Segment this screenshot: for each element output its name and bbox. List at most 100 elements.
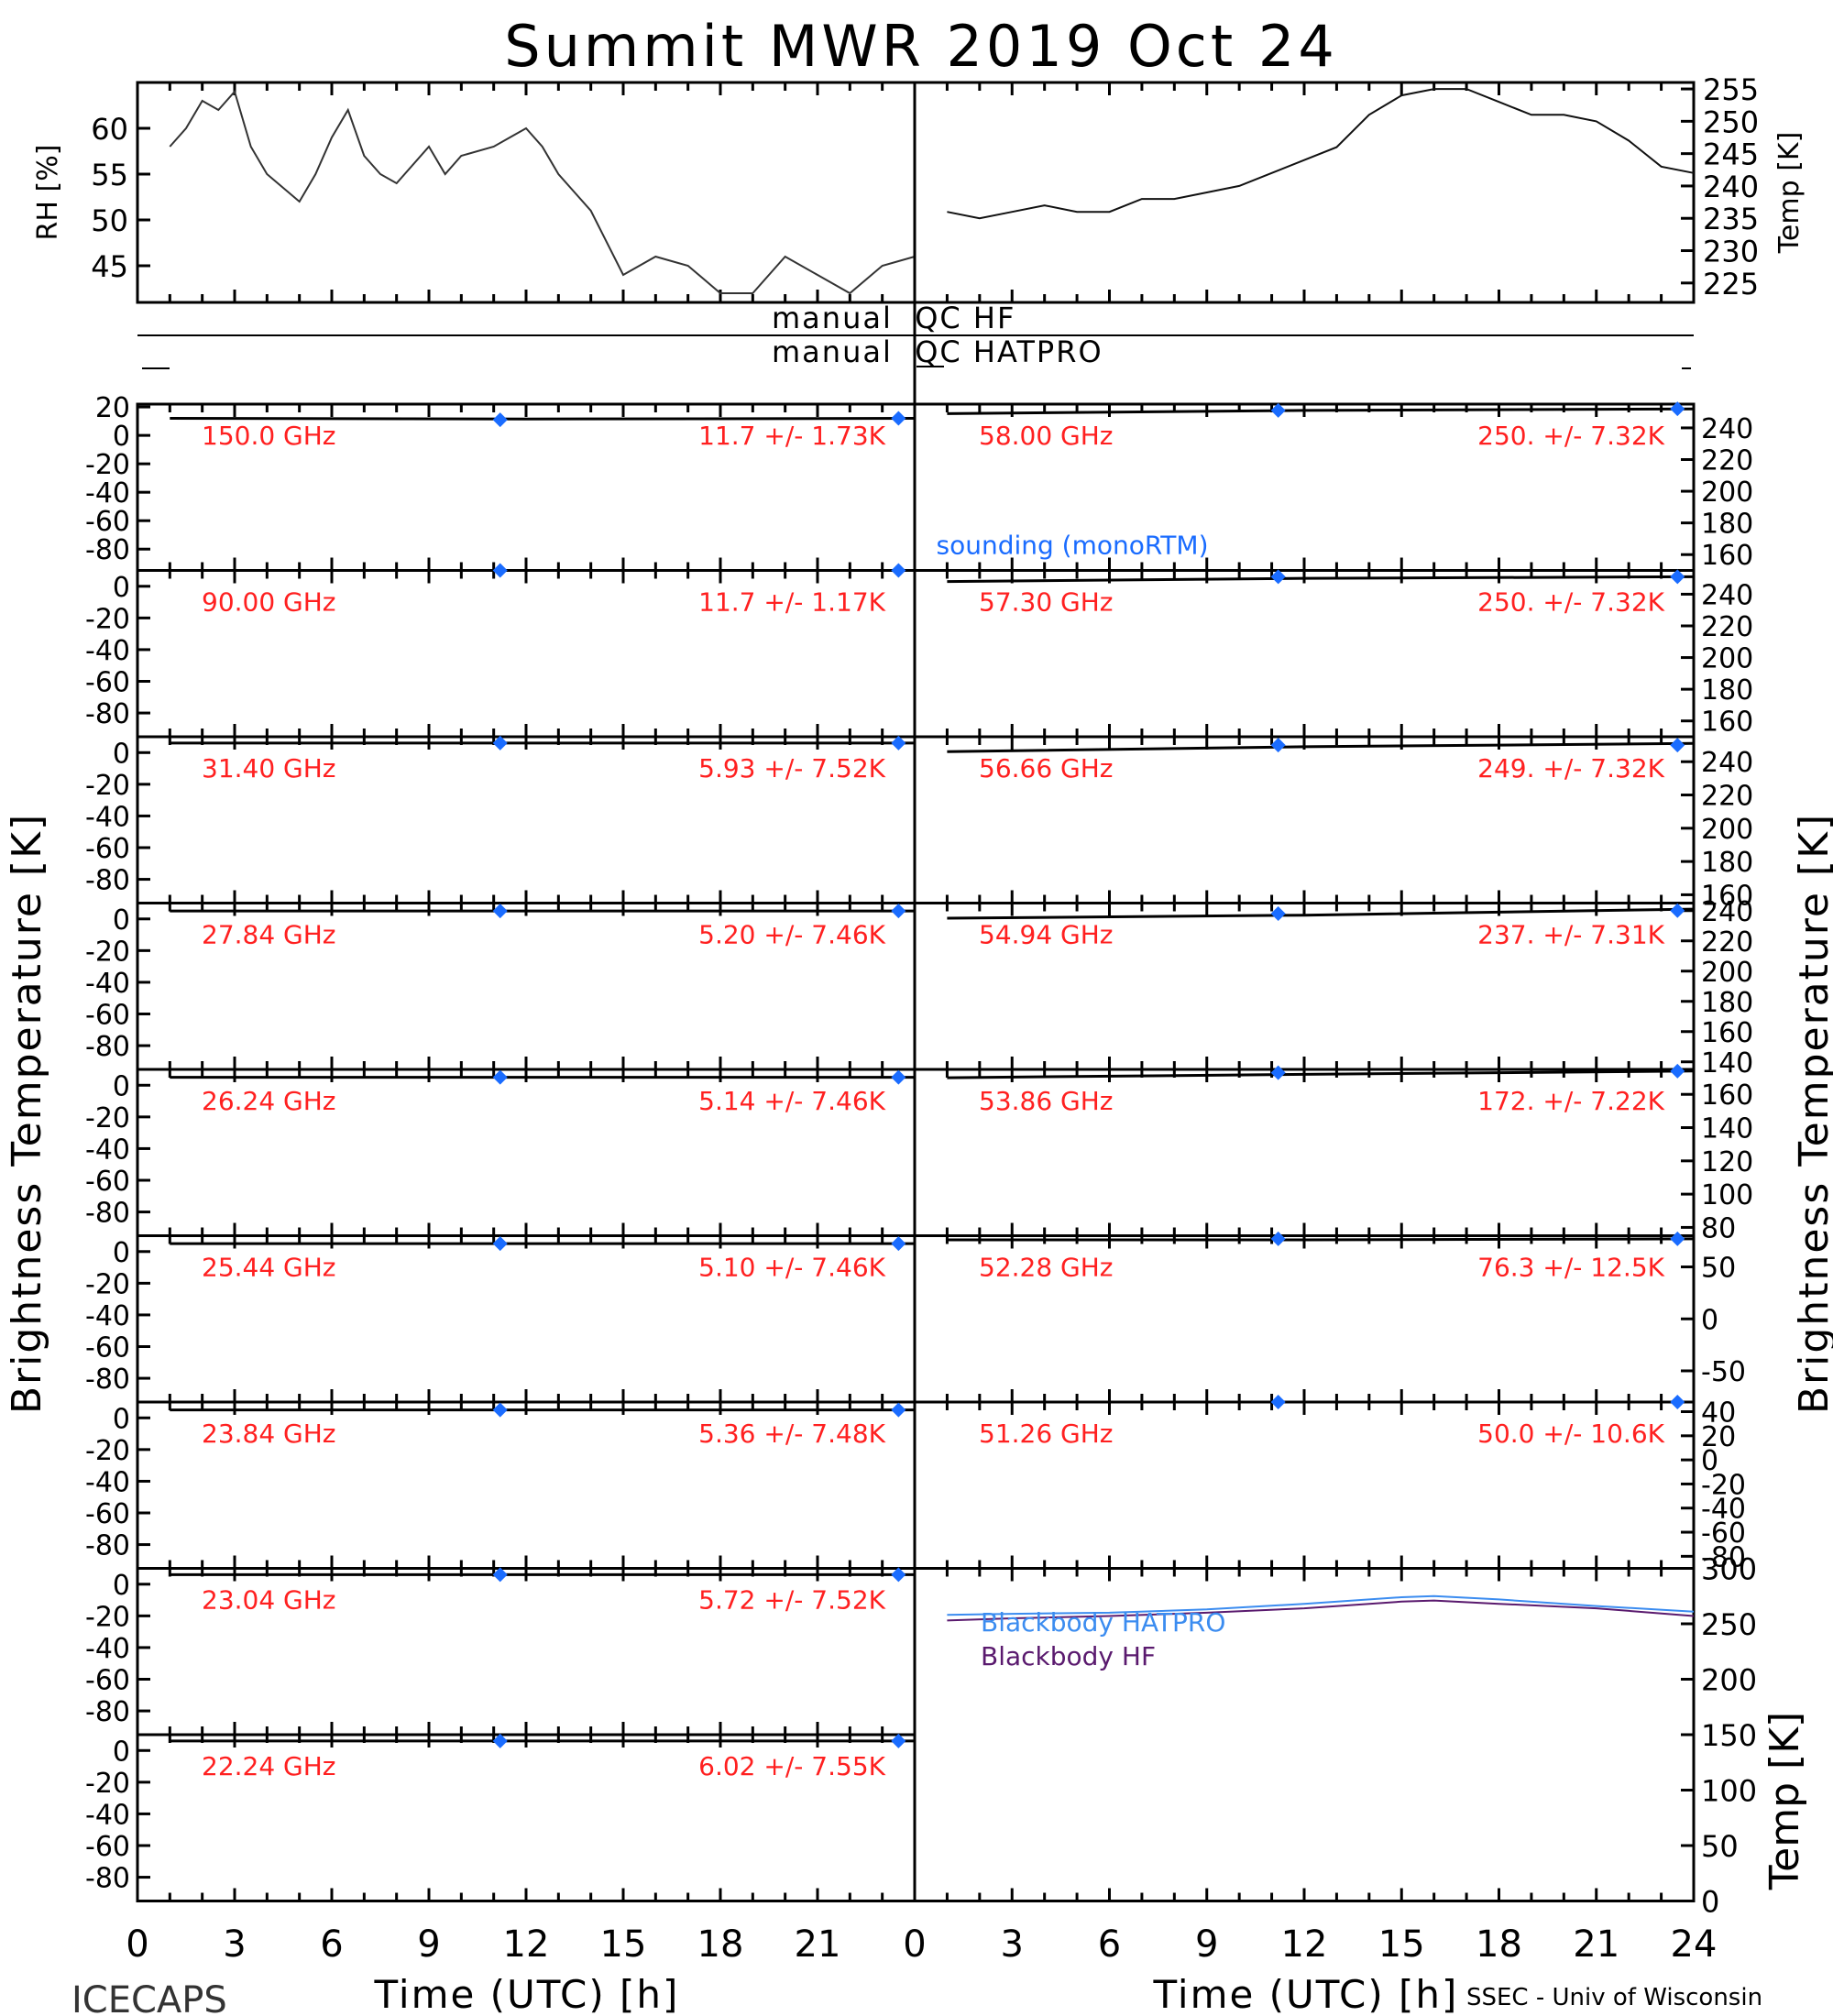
sounding-marker [492, 1567, 508, 1583]
y-tick-label: 100 [1701, 1774, 1757, 1809]
y-tick-label: 255 [1703, 72, 1759, 107]
channel-panel-25-44: 0-20-40-60-80 25.44 GHz 5.10 +/- 7.46K [85, 1234, 916, 1404]
y-tick-label: -40 [85, 801, 130, 833]
sounding-marker [891, 563, 906, 578]
y-tick-label: -60 [85, 667, 130, 699]
x-tick-label: 9 [1195, 1923, 1218, 1966]
channel-panel-150-0: 200-20-40-60-80 150.0 GHz 11.7 +/- 1.73K [85, 392, 916, 572]
x-tick-label: 0 [903, 1923, 926, 1966]
channel-stat-label: 5.93 +/- 7.52K [698, 753, 885, 783]
sounding-marker [1270, 906, 1286, 922]
channel-stat-label: 5.10 +/- 7.46K [698, 1253, 885, 1283]
legend-hf: Blackbody HF [981, 1641, 1156, 1671]
y-tick-label: 20 [1701, 1421, 1736, 1453]
y-tick-label: -20 [85, 1268, 130, 1300]
x-tick-label: 6 [320, 1923, 343, 1966]
x-tick-label: 0 [126, 1923, 148, 1966]
blackbody-hatpro-line [947, 1594, 1695, 1616]
channel-stat-label: 11.7 +/- 1.17K [698, 587, 885, 618]
channel-frequency-label: 150.0 GHz [202, 421, 336, 451]
y-tick-label: 140 [1701, 1113, 1753, 1145]
y-tick-label: -60 [85, 506, 130, 538]
rh-panel: 45 50 55 60 RH [%] [32, 81, 916, 304]
sounding-marker [492, 1069, 508, 1085]
y-tick-label: 0 [113, 572, 130, 604]
channel-frequency-label: 26.24 GHz [202, 1086, 336, 1116]
y-tick-label: 45 [91, 249, 128, 284]
y-tick-label: 240 [1701, 413, 1753, 445]
sounding-marker [891, 1733, 906, 1748]
channel-stat-label: 5.14 +/- 7.46K [698, 1086, 885, 1116]
sounding-marker [1670, 903, 1685, 918]
y-tick-label: 55 [91, 158, 128, 192]
qc-hf-label: manual QC HF [772, 301, 1015, 335]
sounding-marker [1670, 738, 1685, 753]
y-tick-label: 160 [1701, 707, 1753, 739]
channel-frequency-label: 58.00 GHz [979, 421, 1114, 451]
left-side-label: Brightness Temperature [K] [4, 813, 50, 1414]
y-tick-label: -80 [85, 865, 130, 897]
y-tick-label: 140 [1701, 1047, 1753, 1079]
y-tick-label: -60 [1701, 1517, 1746, 1550]
x-tick-label: 18 [1476, 1923, 1522, 1966]
channel-frequency-label: 23.04 GHz [202, 1585, 336, 1616]
y-tick-label: -20 [85, 1102, 130, 1134]
brightness-temp-line [947, 1237, 1695, 1242]
brightness-temp-line [947, 741, 1695, 753]
brightness-temp-line [947, 575, 1695, 584]
x-tick-label: 21 [795, 1923, 841, 1966]
y-tick-label: 0 [113, 421, 130, 453]
x-tick-label: 18 [697, 1923, 744, 1966]
channel-frequency-label: 57.30 GHz [979, 587, 1114, 618]
sounding-marker [1270, 402, 1286, 418]
x-tick-label: 3 [1001, 1923, 1024, 1966]
sounding-marker [492, 563, 508, 578]
y-tick-label: -40 [1701, 1494, 1746, 1526]
y-tick-label: 160 [1701, 1079, 1753, 1112]
y-tick-label: 160 [1701, 880, 1753, 912]
y-tick-label: -20 [85, 1768, 130, 1800]
y-tick-label: -40 [85, 1300, 130, 1332]
sounding-marker [1270, 1065, 1286, 1080]
y-tick-label: 180 [1701, 674, 1753, 707]
y-tick-label: -20 [85, 449, 130, 481]
y-tick-label: -80 [1701, 1541, 1746, 1573]
channel-panel-27-84: 0-20-40-60-80 27.84 GHz 5.20 +/- 7.46K [85, 902, 916, 1071]
y-tick-label: -60 [85, 1498, 130, 1530]
sounding-marker [1270, 1395, 1286, 1409]
sounding-marker [891, 1069, 906, 1085]
xaxis-label-left: Time (UTC) [h] [374, 1972, 680, 2016]
sounding-marker [891, 411, 906, 426]
channel-stat-label: 5.72 +/- 7.52K [698, 1585, 885, 1616]
y-tick-label: -60 [85, 1831, 130, 1863]
channel-frequency-label: 31.40 GHz [202, 753, 336, 783]
y-tick-label: 230 [1703, 235, 1759, 269]
sounding-marker [492, 735, 508, 751]
y-tick-label: 50 [1701, 1253, 1736, 1285]
y-tick-label: 80 [1701, 1212, 1736, 1244]
y-tick-label: 60 [91, 112, 128, 147]
y-tick-label: -40 [85, 1134, 130, 1166]
x-tick-label: 12 [503, 1923, 550, 1966]
y-tick-label: 240 [1701, 896, 1753, 928]
y-tick-label: 200 [1701, 1663, 1757, 1698]
y-tick-label: 50 [1701, 1829, 1739, 1864]
y-tick-label: -20 [85, 936, 130, 968]
y-tick-label: 240 [1703, 170, 1759, 204]
x-tick-label: 12 [1281, 1923, 1328, 1966]
channel-stat-label: 6.02 +/- 7.55K [698, 1751, 885, 1781]
sounding-marker [492, 1402, 508, 1418]
sounding-marker [492, 904, 508, 919]
y-tick-label: -60 [85, 1000, 130, 1032]
y-tick-label: -80 [85, 1031, 130, 1063]
sounding-marker [891, 904, 906, 919]
y-tick-label: -20 [85, 1601, 130, 1633]
y-tick-label: 160 [1701, 1017, 1753, 1049]
sounding-marker [891, 1402, 906, 1418]
temp-series-line [947, 88, 1695, 220]
x-tick-label: 9 [417, 1923, 440, 1966]
channel-panel-23-84: 0-20-40-60-80 23.84 GHz 5.36 +/- 7.48K [85, 1400, 916, 1570]
